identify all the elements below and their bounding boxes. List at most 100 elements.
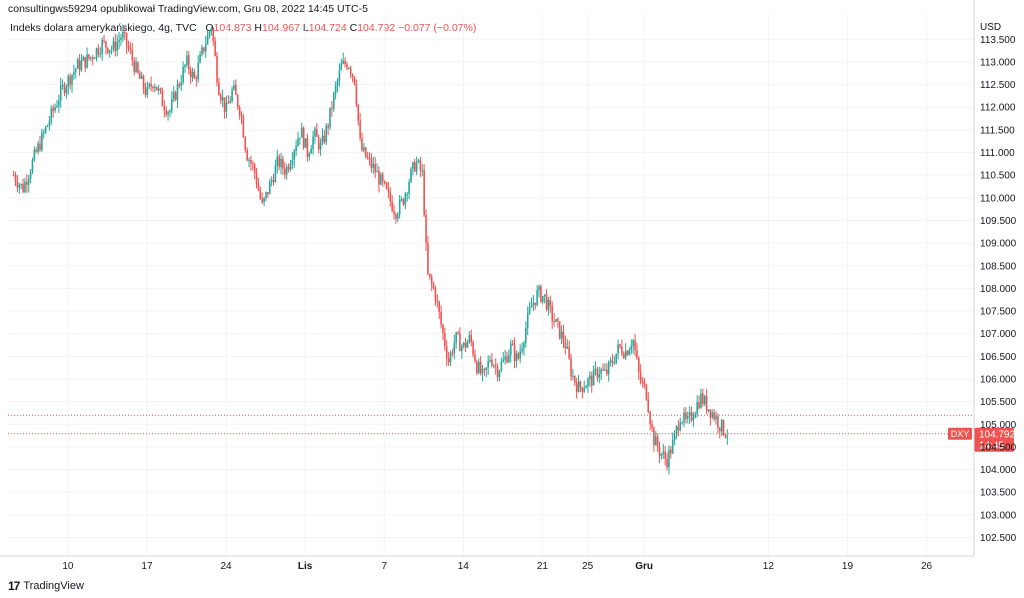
candle-body <box>596 368 599 378</box>
candle-body <box>293 150 296 161</box>
candle-body <box>71 74 73 85</box>
candle-body <box>349 68 352 75</box>
candle-body <box>284 168 286 175</box>
candle-body <box>551 306 553 322</box>
candle-body <box>632 340 634 347</box>
legend-title: Indeks dolara amerykańskiego, 4g, TVC <box>10 22 197 34</box>
candle-body <box>615 353 618 363</box>
candle-body <box>686 416 689 419</box>
candle-body <box>609 360 612 362</box>
candle-body <box>108 50 111 53</box>
y-tick-label: 104.500 <box>980 442 1017 453</box>
candle-body <box>223 97 226 112</box>
x-tick-label: 17 <box>141 561 153 572</box>
candle-body <box>357 104 360 121</box>
candle-body <box>649 412 651 424</box>
candle-body <box>383 181 386 183</box>
candle-body <box>577 381 580 393</box>
candle-body <box>165 110 167 115</box>
candle-body <box>240 115 243 117</box>
candle-body <box>668 449 670 468</box>
candle-body <box>453 342 456 354</box>
candle-body <box>485 367 488 370</box>
candle-body <box>63 84 66 94</box>
candle-body <box>161 90 164 107</box>
candle-body <box>340 63 343 71</box>
candle-body <box>427 243 429 274</box>
candle-body <box>442 325 444 334</box>
candle-body <box>703 396 706 404</box>
candle-body <box>355 84 358 105</box>
candle-body <box>481 368 484 374</box>
candle-body <box>404 193 407 205</box>
candle-body <box>285 167 288 175</box>
x-tick-label: 24 <box>220 561 232 572</box>
candle-body <box>37 143 39 152</box>
candle-body <box>713 412 715 420</box>
candle-body <box>641 381 644 383</box>
candle-body <box>189 69 192 78</box>
candle-body <box>114 41 117 51</box>
candle-body <box>449 352 452 363</box>
candle-body <box>534 302 537 305</box>
candle-body <box>474 354 476 362</box>
candle-body <box>325 125 328 142</box>
candle-body <box>244 137 247 151</box>
candle-body <box>69 76 71 85</box>
candle-body <box>216 55 218 83</box>
candle-body <box>508 354 510 363</box>
candle-body <box>95 48 98 59</box>
candle-body <box>172 92 175 99</box>
candle-body <box>344 60 346 65</box>
candle-body <box>54 107 56 111</box>
candle-body <box>515 353 518 362</box>
candle-body <box>103 40 105 42</box>
x-tick-label: 14 <box>458 561 470 572</box>
candle-body <box>80 60 83 71</box>
candle-body <box>12 175 15 177</box>
candle-body <box>705 396 708 411</box>
candle-body <box>415 161 418 172</box>
candle-body <box>105 41 107 48</box>
candle-body <box>555 319 557 323</box>
legend-high-label: H <box>254 22 262 34</box>
candle-body <box>387 188 390 192</box>
candle-body <box>660 453 663 456</box>
candle-body <box>374 164 376 173</box>
candle-body <box>144 88 147 95</box>
candle-body <box>137 62 139 73</box>
candles <box>12 24 729 475</box>
candle-body <box>570 358 572 377</box>
candle-body <box>78 59 81 71</box>
candle-body <box>308 153 311 157</box>
candle-body <box>624 351 627 358</box>
candle-body <box>466 341 469 348</box>
candle-body <box>410 168 412 182</box>
candle-body <box>558 321 561 339</box>
x-tick-label: 21 <box>537 561 549 572</box>
candle-body <box>97 48 100 55</box>
candle-body <box>206 34 209 45</box>
candle-body <box>174 92 177 101</box>
y-tick-label: 106.000 <box>980 374 1017 385</box>
candle-body <box>33 149 36 160</box>
candle-body <box>235 85 237 95</box>
candle-body <box>690 412 693 421</box>
legend-high-value: 104.967 <box>262 22 300 34</box>
candle-body <box>27 178 30 185</box>
candle-body <box>116 42 119 51</box>
symbol-legend: Indeks dolara amerykańskiego, 4g, TVC O1… <box>10 22 476 34</box>
candle-body <box>613 362 616 364</box>
candle-body <box>201 47 203 55</box>
candle-body <box>538 286 540 291</box>
candle-body <box>572 375 574 377</box>
candle-body <box>361 138 363 151</box>
candle-body <box>487 361 489 368</box>
x-tick-label: Gru <box>635 561 653 572</box>
y-tick-label: 104.000 <box>980 465 1017 476</box>
y-tick-label: 109.500 <box>980 216 1017 227</box>
candle-body <box>536 290 538 305</box>
candle-body <box>210 28 213 32</box>
candle-body <box>112 41 115 49</box>
